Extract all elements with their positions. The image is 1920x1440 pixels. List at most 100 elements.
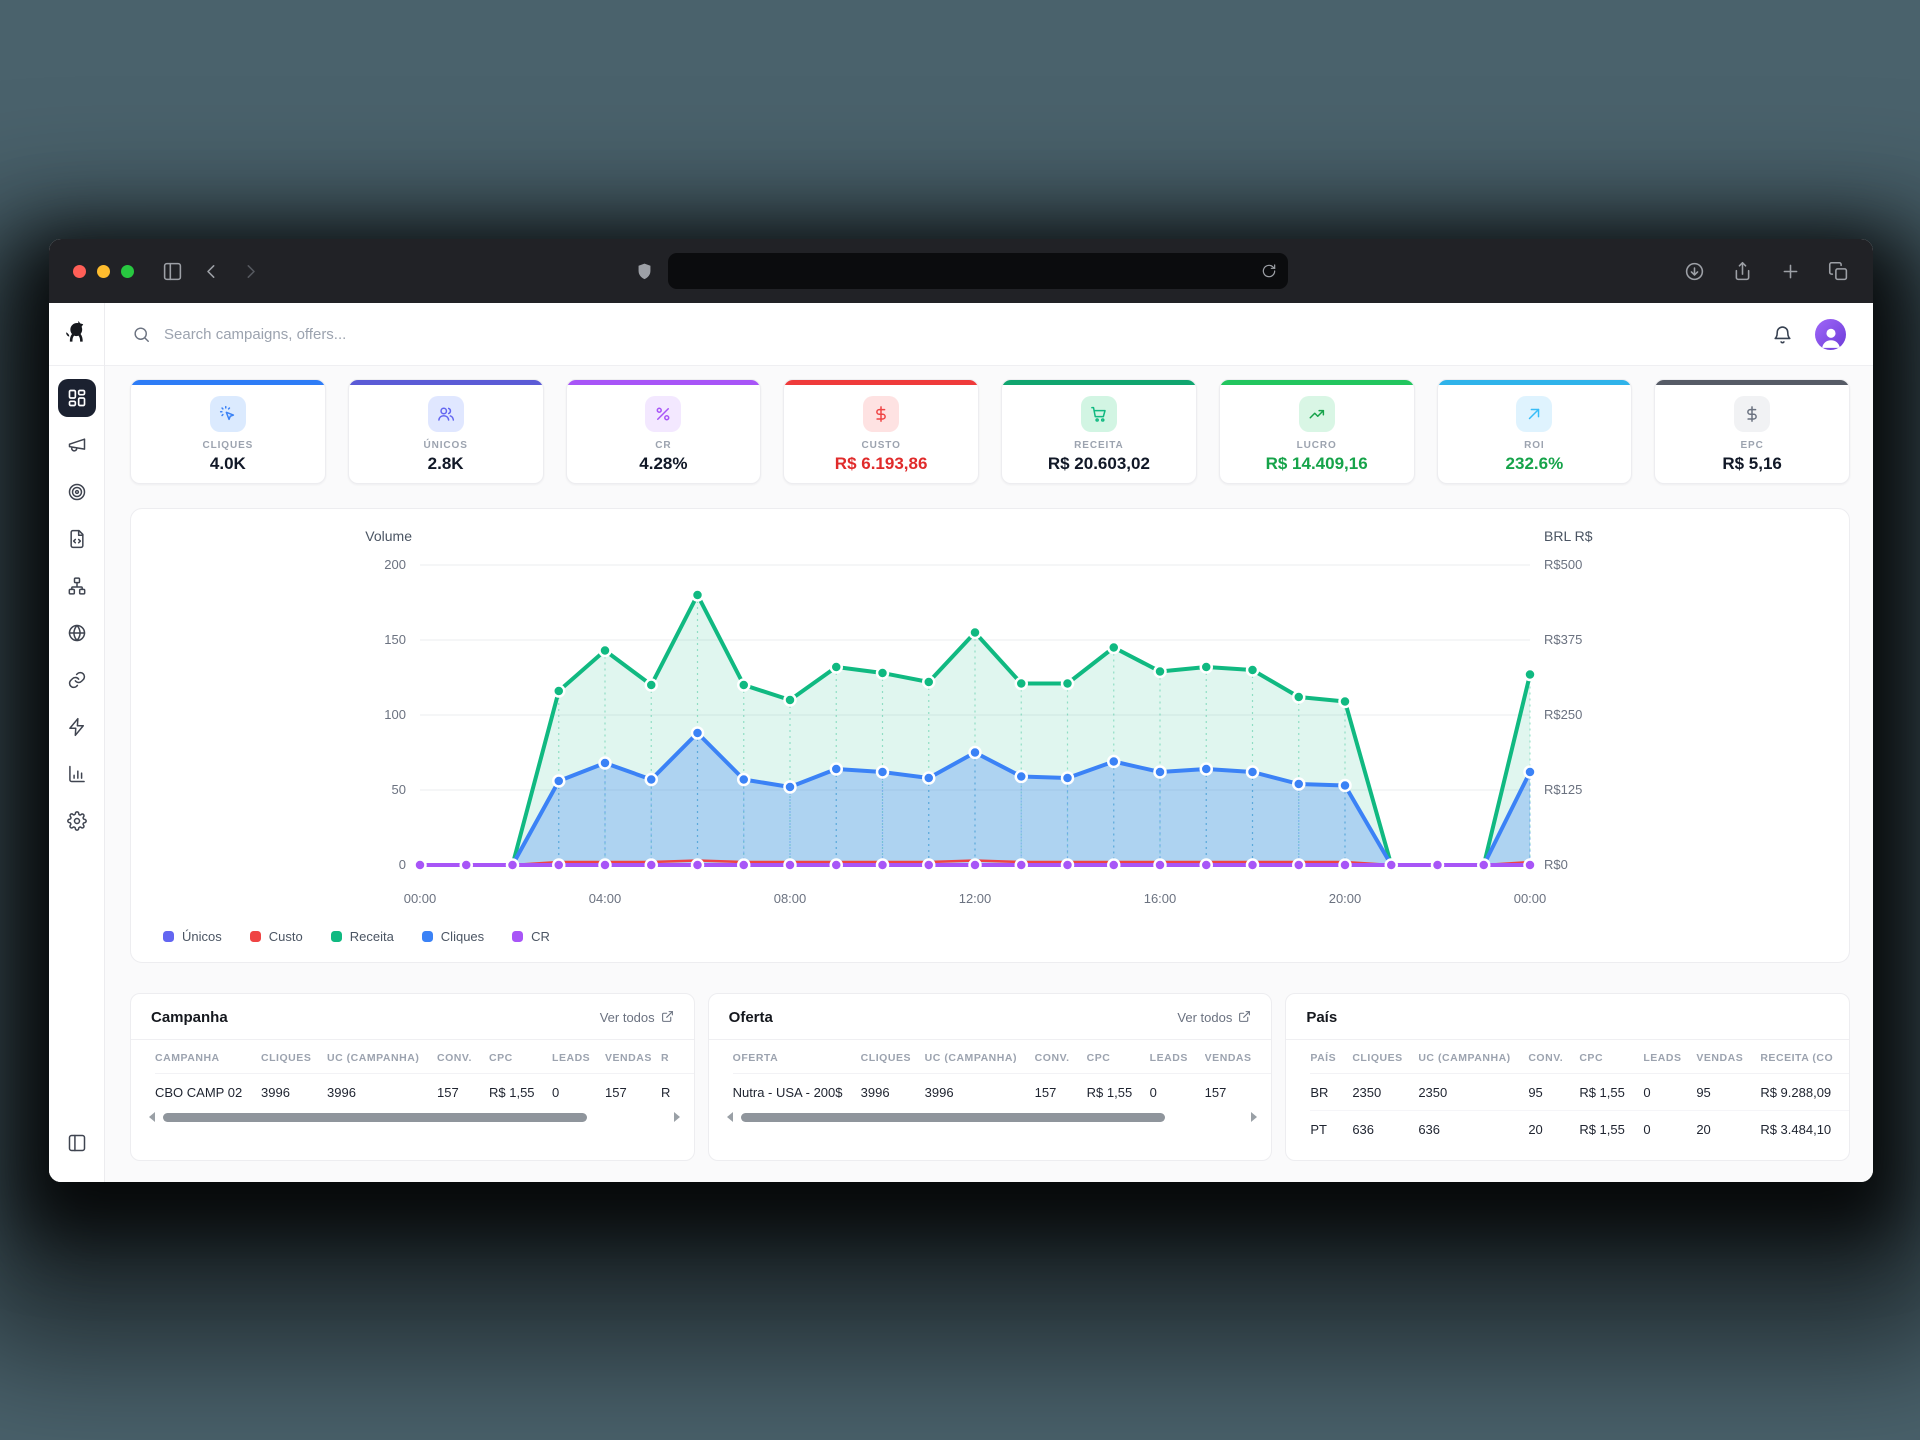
close-window-button[interactable] xyxy=(73,264,86,278)
legend-item-cliques[interactable]: Cliques xyxy=(421,929,485,944)
kpi-value: R$ 5,16 xyxy=(1722,454,1782,473)
legend-item-receita[interactable]: Receita xyxy=(330,929,394,944)
volume-chart-card: 0 R$0 50 R$125 100 R$250 150 R$375 200 R$500 Volum… xyxy=(130,508,1850,963)
sidebar-item-zap[interactable] xyxy=(58,708,96,746)
column-header: VENDAS xyxy=(1696,1040,1761,1074)
sidebar-item-sitemap[interactable] xyxy=(58,567,96,605)
horizontal-scrollbar xyxy=(709,1110,1272,1130)
svg-text:200: 200 xyxy=(384,557,406,572)
url-bar[interactable] xyxy=(667,253,1288,289)
sidebar-item-megaphone[interactable] xyxy=(58,426,96,464)
column-header: CPC xyxy=(1086,1040,1150,1074)
sidebar-item-link[interactable] xyxy=(58,661,96,699)
browser-window: CLIQUES 4.0K ÚNICOS 2.8K CR 4.28% CUSTO R$ 6.19… xyxy=(49,239,1873,1182)
new-tab-icon[interactable] xyxy=(1780,261,1801,282)
downloads-icon[interactable] xyxy=(1684,261,1705,282)
sidebar-item-bar-chart[interactable] xyxy=(58,755,96,793)
kpi-label: CLIQUES xyxy=(202,440,254,451)
search-input[interactable] xyxy=(164,325,594,343)
user-avatar[interactable] xyxy=(1815,318,1846,350)
share-icon[interactable] xyxy=(1732,261,1753,282)
see-all-link[interactable]: Ver todos xyxy=(600,1010,674,1026)
table-cell: 3996 xyxy=(924,1085,954,1100)
svg-text:08:00: 08:00 xyxy=(774,891,807,906)
users-icon xyxy=(427,396,464,432)
scroll-right-arrow[interactable] xyxy=(673,1112,680,1122)
table-card-header: Campanha Ver todos xyxy=(131,994,694,1040)
legend-item-únicos[interactable]: Únicos xyxy=(163,929,222,944)
svg-text:04:00: 04:00 xyxy=(589,891,622,906)
table-card-país: País PAÍS CLIQUES UC (CAMPANHA) CONV. CPC LEAD… xyxy=(1285,993,1850,1161)
legend-swatch xyxy=(330,931,342,942)
app-topbar xyxy=(105,303,1873,366)
table-row: PT 636 636 20 R$ 1,55 0 20 R$ 3.484,10 xyxy=(1310,1111,1849,1148)
kpi-value: 4.28% xyxy=(639,454,688,473)
kpi-label: CR xyxy=(655,440,672,451)
reload-icon[interactable] xyxy=(1261,263,1277,279)
table-cell: R xyxy=(661,1085,671,1100)
svg-text:00:00: 00:00 xyxy=(404,891,437,906)
legend-item-cr[interactable]: CR xyxy=(512,929,550,944)
table-cell: 157 xyxy=(605,1085,627,1100)
back-icon[interactable] xyxy=(201,261,222,282)
scroll-left-arrow[interactable] xyxy=(149,1112,155,1122)
table-cell: R$ 1,55 xyxy=(489,1085,535,1100)
table-cell: 2350 xyxy=(1418,1073,1529,1111)
table-cell: R$ 1,55 xyxy=(1579,1073,1644,1111)
table-cell: CBO CAMP 02 xyxy=(155,1085,243,1100)
svg-text:BRL R$: BRL R$ xyxy=(1544,528,1593,544)
kpi-accent-bar xyxy=(131,380,325,385)
percent-icon xyxy=(645,396,682,432)
legend-item-custo[interactable]: Custo xyxy=(249,929,303,944)
table-title: Campanha xyxy=(151,1009,228,1026)
kpi-card-roi: ROI 232.6% xyxy=(1436,379,1633,484)
table-row: CBO CAMP 02 3996 3996 157 R$ 1,55 0 157 R xyxy=(155,1074,694,1111)
sidebar-item-layout-dashboard[interactable] xyxy=(57,379,96,417)
legend-swatch xyxy=(249,931,261,942)
scrollbar-track[interactable] xyxy=(740,1112,1245,1122)
sidebar-item-file-code[interactable] xyxy=(58,520,96,558)
notifications-bell-icon[interactable] xyxy=(1772,324,1793,345)
svg-text:Volume: Volume xyxy=(365,528,412,544)
table-scroll-area: OFERTA CLIQUES UC (CAMPANHA) CONV. CPC LEADS V… xyxy=(709,1040,1272,1110)
column-header: LEADS xyxy=(552,1040,605,1074)
legend-label: Cliques xyxy=(440,929,485,944)
scrollbar-track[interactable] xyxy=(162,1112,667,1122)
browser-titlebar xyxy=(49,239,1873,303)
scroll-left-arrow[interactable] xyxy=(726,1112,733,1122)
scroll-right-arrow[interactable] xyxy=(1251,1112,1258,1122)
scrollbar-thumb[interactable] xyxy=(163,1112,587,1122)
kpi-card-custo: CUSTO R$ 6.193,86 xyxy=(783,379,979,484)
scrollbar-thumb[interactable] xyxy=(740,1112,1165,1122)
table-cell: Nutra - USA - 200$ xyxy=(732,1085,843,1100)
table-cell: 95 xyxy=(1528,1073,1580,1111)
cart-icon xyxy=(1080,396,1117,432)
sidebar-toggle-icon[interactable] xyxy=(162,261,183,282)
tabs-overview-icon[interactable] xyxy=(1828,261,1849,282)
app-shell: CLIQUES 4.0K ÚNICOS 2.8K CR 4.28% CUSTO R$ 6.19… xyxy=(49,303,1873,1182)
kpi-label: ROI xyxy=(1524,440,1545,451)
sidebar-item-target[interactable] xyxy=(58,473,96,511)
kpi-accent-bar xyxy=(566,380,761,385)
see-all-link[interactable]: Ver todos xyxy=(1177,1010,1251,1026)
table-cell: 157 xyxy=(1204,1085,1227,1100)
app-logo[interactable] xyxy=(49,303,104,366)
legend-label: Custo xyxy=(268,929,303,944)
sidebar-item-globe[interactable] xyxy=(58,614,96,652)
table-row: Nutra - USA - 200$ 3996 3996 157 R$ 1,55 0 157 xyxy=(733,1074,1272,1111)
column-header: UC (CAMPANHA) xyxy=(924,1040,1035,1074)
table-cell: 3996 xyxy=(327,1085,356,1100)
sidebar-item-settings[interactable] xyxy=(58,802,96,840)
shield-icon[interactable] xyxy=(635,262,654,281)
legend-swatch xyxy=(512,931,524,942)
kpi-card-receita: RECEITA R$ 20.603,02 xyxy=(1001,379,1197,484)
zoom-window-button[interactable] xyxy=(121,264,134,278)
collapse-sidebar-icon[interactable] xyxy=(58,1124,96,1162)
table-cell: 3996 xyxy=(261,1085,290,1100)
app-main: CLIQUES 4.0K ÚNICOS 2.8K CR 4.28% CUSTO R$ 6.19… xyxy=(105,303,1873,1182)
forward-icon[interactable] xyxy=(240,261,261,282)
minimize-window-button[interactable] xyxy=(97,264,110,278)
table-card-header: País xyxy=(1286,994,1849,1040)
legend-label: Únicos xyxy=(182,929,222,944)
tables-row: Campanha Ver todos CAMPANHA CLIQUES UC (CAMP… xyxy=(130,993,1850,1161)
